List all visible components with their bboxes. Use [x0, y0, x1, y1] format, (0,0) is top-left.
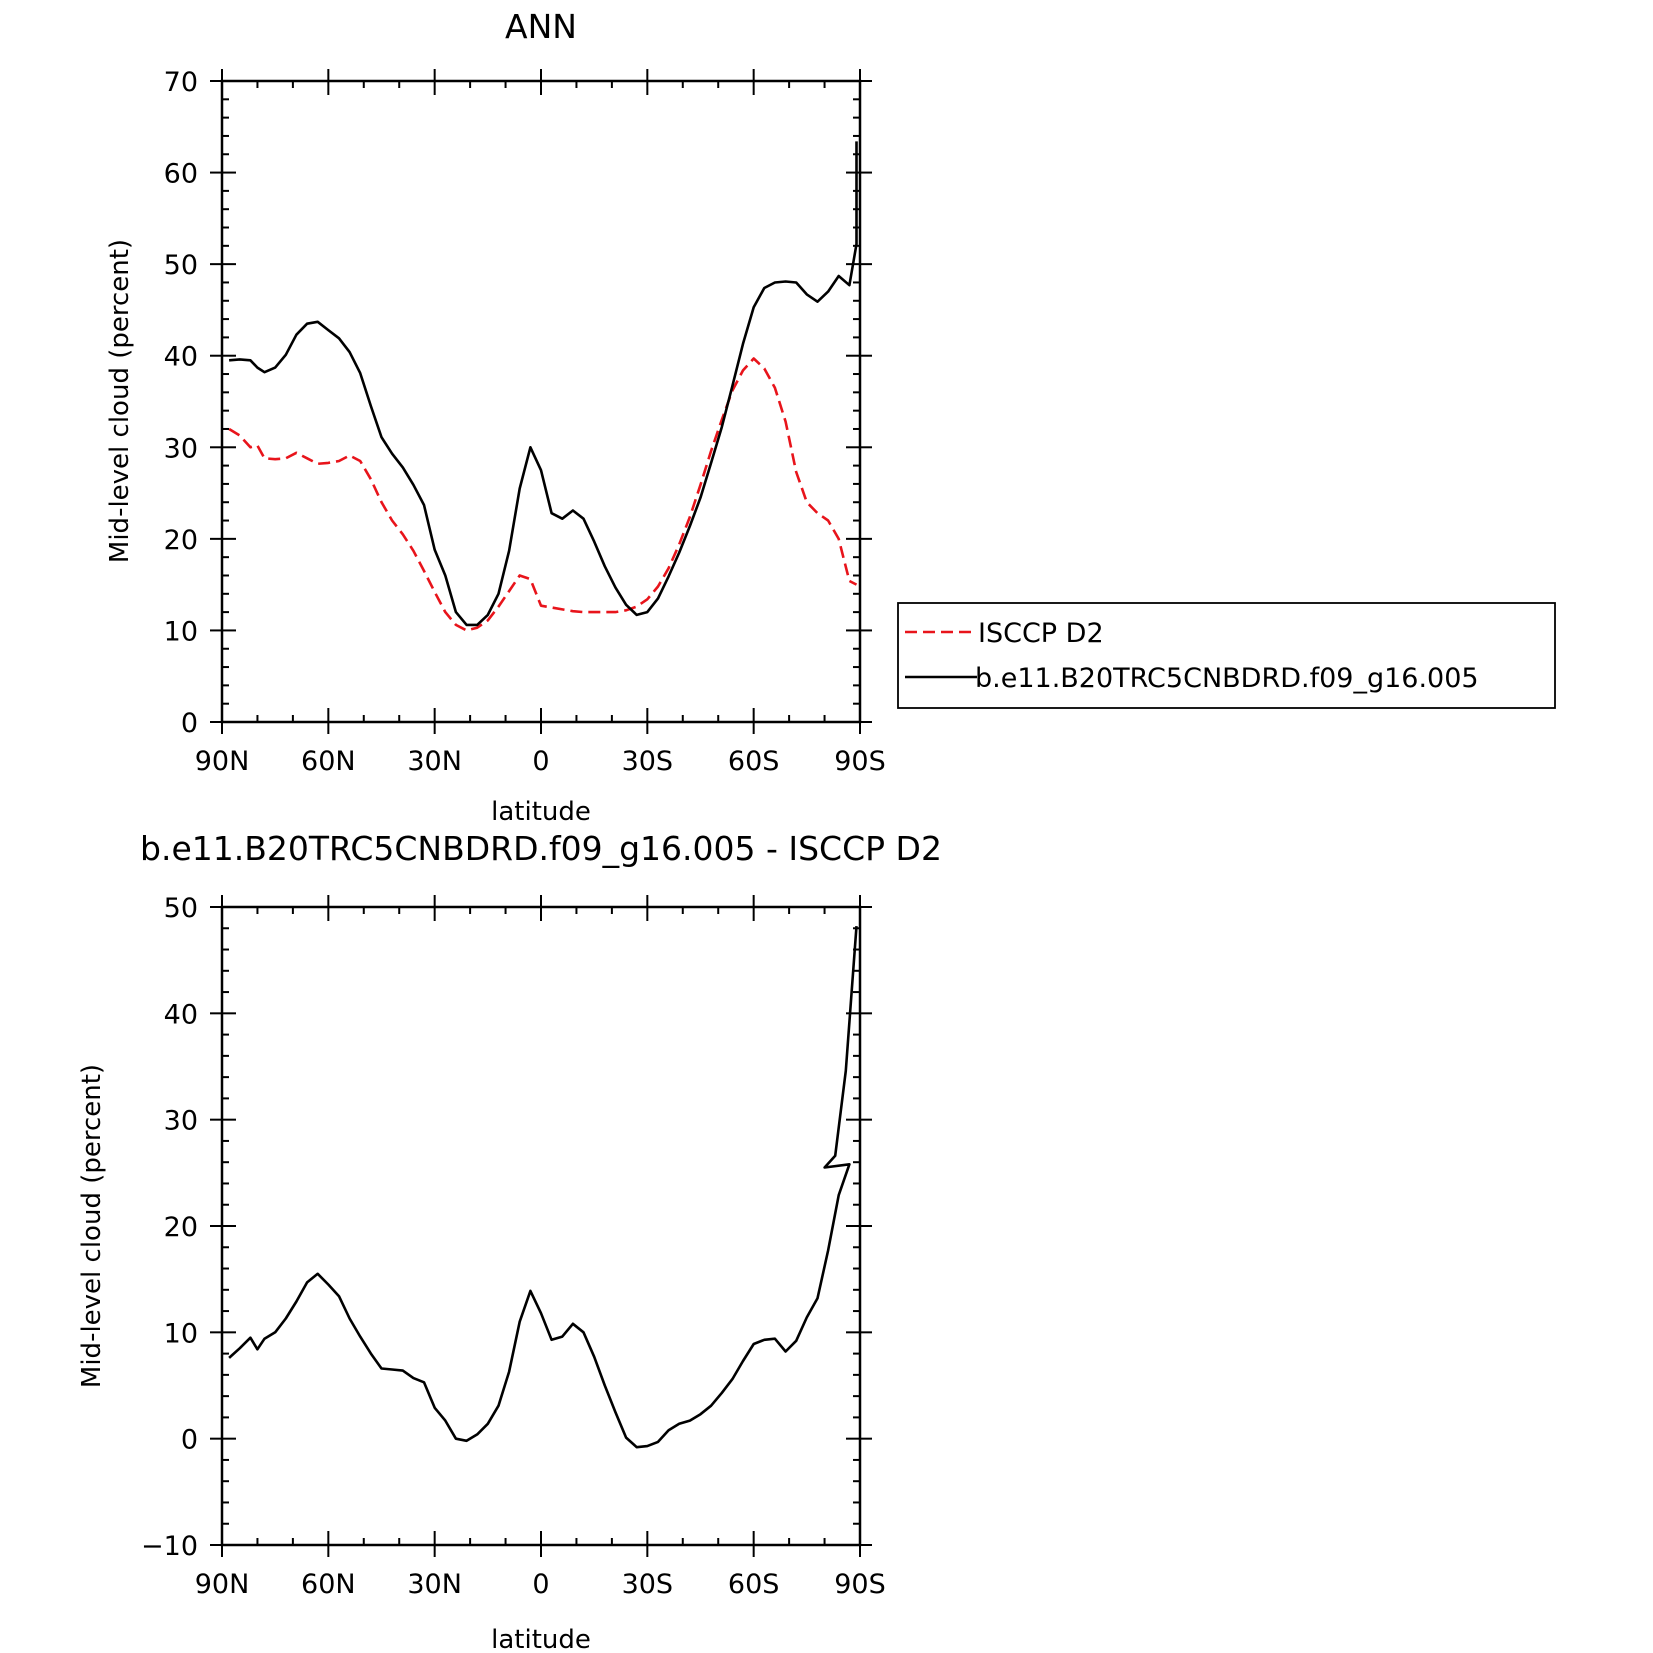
top-y-axis-label: Mid-level cloud (percent) [105, 239, 135, 563]
top-x-tick-label: 30S [622, 746, 674, 777]
bottom-x-tick-label: 90S [834, 1569, 886, 1600]
bottom-x-tick-label: 90N [195, 1569, 250, 1600]
bottom-y-axis-label: Mid-level cloud (percent) [77, 1064, 107, 1388]
top-plot-frame [220, 79, 862, 724]
top-tick-layer: 90N 60N 30N 0 30S 60S 90S 0 10 20 30 40 50 60 70 [164, 67, 886, 777]
bottom-x-tick-label: 30N [407, 1569, 462, 1600]
top-y-tick-label: 20 [164, 525, 198, 556]
top-chart-title: ANN [505, 7, 577, 46]
top-x-axis-label: latitude [491, 797, 591, 827]
bottom-tick-layer: 90N 60N 30N 0 30S 60S 90S −10 0 10 20 30 40 50 [141, 893, 886, 1600]
bottom-y-tick-label: 30 [164, 1106, 198, 1137]
bottom-x-tick-label: 30S [622, 1569, 674, 1600]
top-y-tick-label: 30 [164, 433, 198, 464]
legend-box [897, 602, 1556, 709]
bottom-y-tick-label: 40 [164, 999, 198, 1030]
bottom-chart-title: b.e11.B20TRC5CNBDRD.f09_g16.005 - ISCCP … [140, 829, 942, 868]
top-y-tick-label: 50 [164, 250, 198, 281]
top-series-line-1 [228, 141, 858, 627]
bottom-y-tick-label: 50 [164, 893, 198, 924]
bottom-x-axis-label: latitude [491, 1625, 591, 1653]
bottom-x-tick-label: 0 [532, 1569, 549, 1600]
top-x-tick-label: 90S [834, 746, 886, 777]
legend-model-label: b.e11.B20TRC5CNBDRD.f09_g16.005 [975, 663, 1479, 694]
top-y-tick-label: 40 [164, 342, 198, 373]
bottom-x-tick-label: 60N [301, 1569, 356, 1600]
bottom-series-layer [228, 926, 858, 1449]
bottom-series-line-0 [228, 926, 858, 1449]
top-x-tick-label: 30N [407, 746, 462, 777]
top-x-tick-label: 90N [195, 746, 250, 777]
bottom-y-tick-label: 20 [164, 1212, 198, 1243]
top-chart-panel: ANN 90N 60N 30N 0 30S 60S 90S 0 10 20 30 40 50 60 70 l… [105, 7, 886, 827]
top-y-tick-label: 0 [181, 708, 198, 739]
top-x-tick-label: 60N [301, 746, 356, 777]
top-y-tick-label: 70 [164, 67, 198, 98]
top-x-tick-label: 60S [728, 746, 780, 777]
top-y-tick-label: 60 [164, 159, 198, 190]
bottom-y-tick-label: 0 [181, 1425, 198, 1456]
top-y-tick-label: 10 [164, 616, 198, 647]
bottom-plot-frame [220, 905, 862, 1547]
top-x-tick-label: 0 [532, 746, 549, 777]
top-series-line-0 [228, 357, 858, 632]
bottom-x-tick-label: 60S [728, 1569, 780, 1600]
bottom-y-tick-label: −10 [141, 1531, 198, 1562]
legend-isccp-label: ISCCP D2 [978, 618, 1104, 649]
legend: ISCCP D2 b.e11.B20TRC5CNBDRD.f09_g16.005 [897, 602, 1556, 709]
top-series-layer [228, 141, 858, 632]
bottom-chart-panel: b.e11.B20TRC5CNBDRD.f09_g16.005 - ISCCP … [77, 829, 942, 1653]
bottom-y-tick-label: 10 [164, 1318, 198, 1349]
